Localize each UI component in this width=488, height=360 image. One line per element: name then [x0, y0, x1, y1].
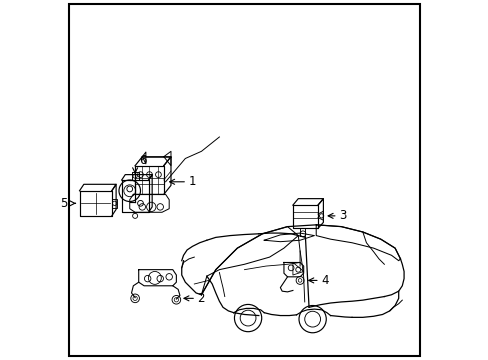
Text: 2: 2 [197, 292, 204, 305]
Text: 6: 6 [139, 154, 146, 167]
Text: 3: 3 [338, 210, 346, 222]
Text: 4: 4 [320, 274, 328, 287]
Text: 1: 1 [188, 175, 195, 188]
Text: 5: 5 [60, 197, 67, 210]
Bar [112, 199, 117, 208]
